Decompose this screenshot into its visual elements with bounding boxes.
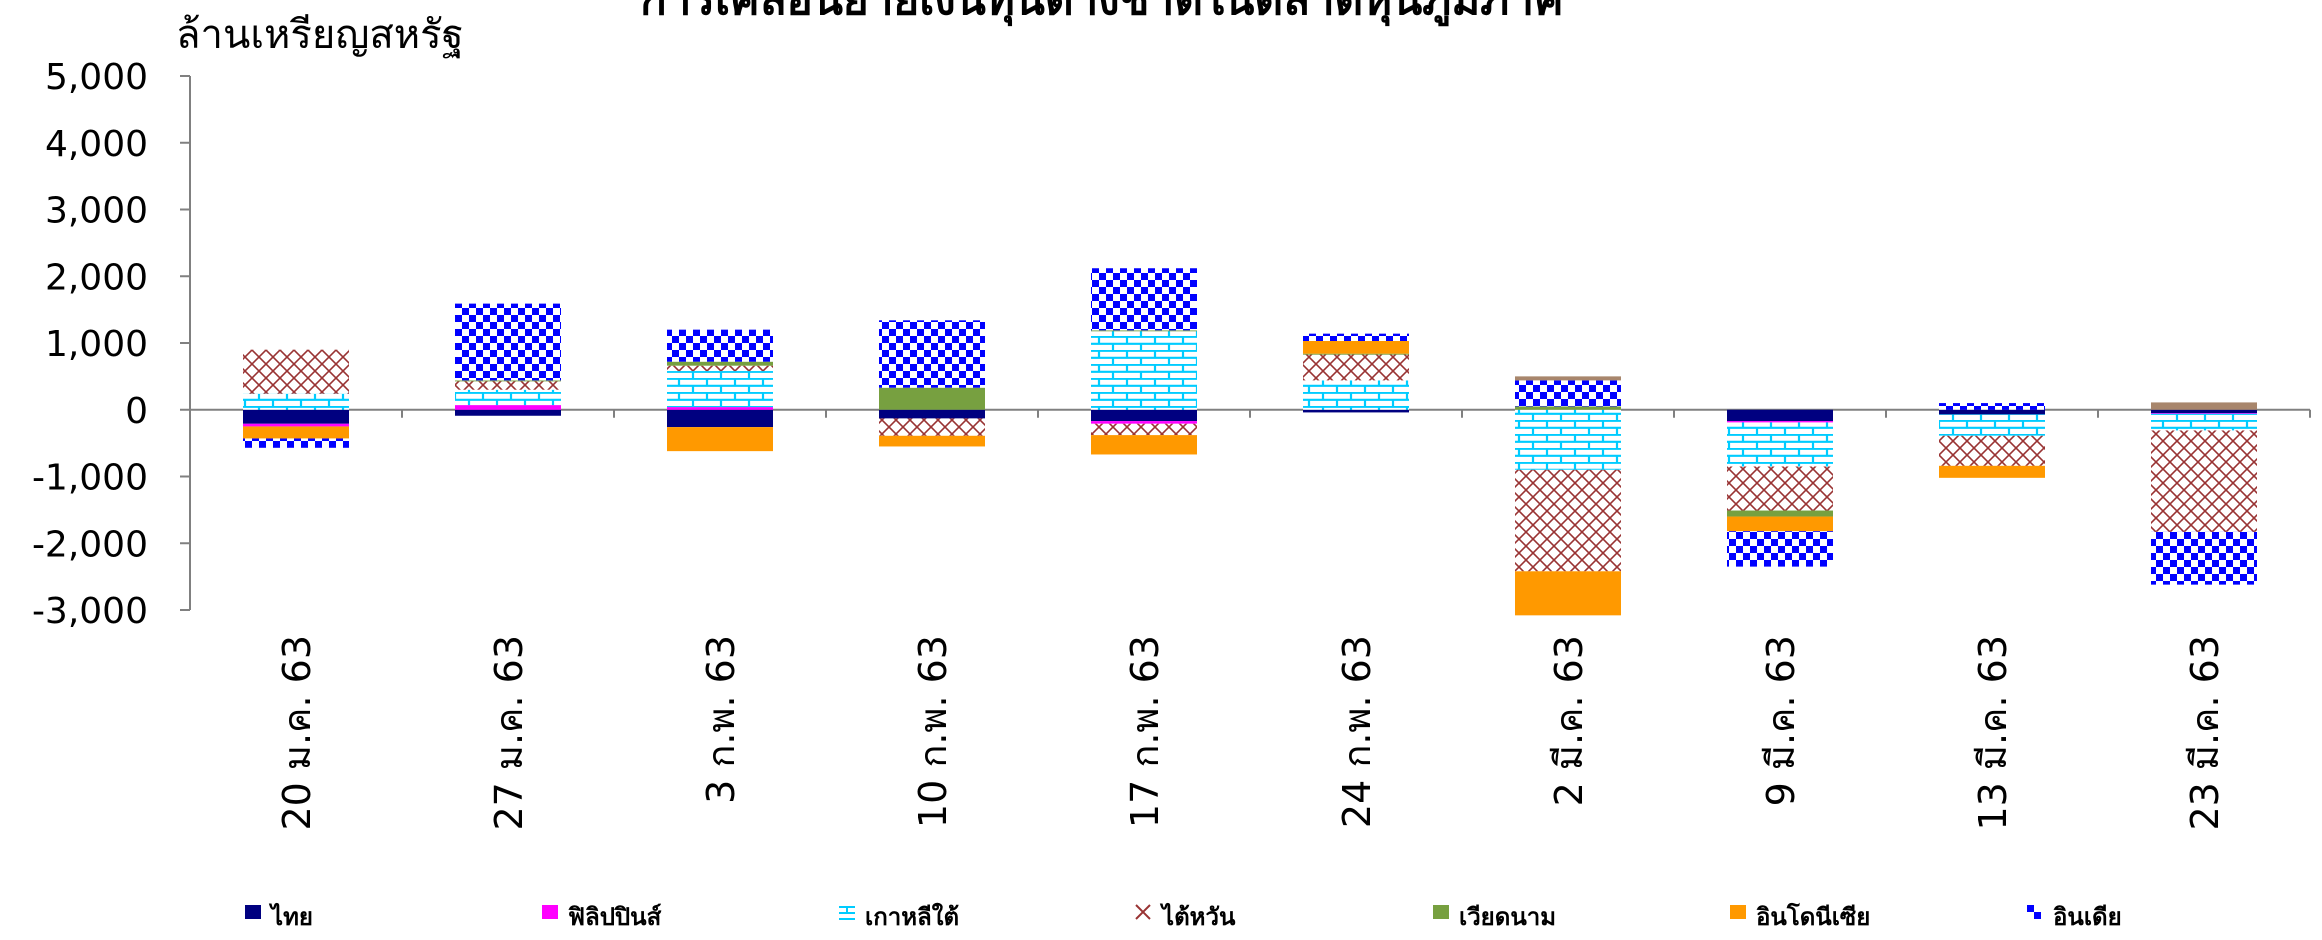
bar-segment xyxy=(879,418,985,436)
y-tick-label: -3,000 xyxy=(32,591,148,632)
legend-swatch xyxy=(542,905,558,919)
bar-segment xyxy=(1091,409,1197,422)
bar-segment xyxy=(455,381,561,390)
bar-segment xyxy=(1515,380,1621,407)
bar-segment xyxy=(455,389,561,406)
legend-swatch xyxy=(245,905,261,919)
y-tick-label: 4,000 xyxy=(45,124,148,165)
bar-segment xyxy=(1091,330,1197,410)
bar-segment xyxy=(1515,409,1621,470)
y-tick-label: 2,000 xyxy=(45,257,148,298)
bar-segment xyxy=(455,303,561,381)
x-tick-label: 24 ก.พ. 63 xyxy=(1335,635,1379,828)
y-axis-label: ล้านเหรียญสหรัฐ xyxy=(176,12,464,58)
legend-swatch xyxy=(839,906,855,920)
bar-segment xyxy=(1515,406,1621,410)
legend-swatch xyxy=(1433,905,1449,919)
bar-segment xyxy=(243,426,349,439)
bar-segment xyxy=(1091,421,1197,424)
bar-segment xyxy=(1515,571,1621,616)
bar-segment xyxy=(243,409,349,424)
x-tick-label: 13 มี.ค. 63 xyxy=(1971,635,2015,831)
bar-segment xyxy=(879,435,985,447)
y-tick-label: 5,000 xyxy=(45,57,148,98)
bar-segment xyxy=(455,380,561,382)
bar-segment xyxy=(2151,413,2257,431)
bar-segment xyxy=(2151,430,2257,532)
legend-label: ไทย xyxy=(268,902,313,931)
bar-segment xyxy=(1727,516,1833,532)
bar-segment xyxy=(667,361,773,366)
bar-segment xyxy=(1939,403,2045,410)
legend-swatch xyxy=(2027,905,2041,919)
bar-segment xyxy=(1727,510,1833,517)
x-tick-label: 23 มี.ค. 63 xyxy=(2183,635,2227,831)
bar-segment xyxy=(1939,409,2045,415)
bar-segment xyxy=(1091,435,1197,455)
bar-segment xyxy=(1727,466,1833,511)
bar-segment xyxy=(1515,376,1621,381)
bar-segment xyxy=(667,407,773,410)
legend-swatch xyxy=(1730,905,1746,919)
bar-segment xyxy=(243,423,349,427)
bar-segment xyxy=(455,409,561,416)
legend-label: เวียดนาม xyxy=(1459,903,1556,931)
bar-segment xyxy=(667,409,773,428)
legend-swatch xyxy=(1135,904,1151,920)
bar-segment xyxy=(243,349,349,394)
bar-segment xyxy=(1303,340,1409,354)
x-tick-label: 10 ก.พ. 63 xyxy=(911,635,955,828)
x-tick-label: 17 ก.พ. 63 xyxy=(1123,635,1167,828)
bar-segment xyxy=(1727,422,1833,467)
bar-segment xyxy=(879,320,985,388)
bar-segment xyxy=(667,329,773,362)
x-tick-label: 9 มี.ค. 63 xyxy=(1759,635,1803,806)
legend-label: ไต้หวัน xyxy=(1159,902,1236,931)
bar-segment xyxy=(667,371,773,408)
bar-segment xyxy=(1727,531,1833,567)
bar-segment xyxy=(1091,330,1197,332)
bar-segment xyxy=(1303,380,1409,410)
bar-segment xyxy=(1303,333,1409,341)
bar-segment xyxy=(667,427,773,452)
bar-segment xyxy=(1939,435,2045,466)
x-tick-label: 3 ก.พ. 63 xyxy=(699,635,743,804)
legend-label: เกาหลีใต้ xyxy=(865,902,959,931)
bar-segment xyxy=(2151,402,2257,410)
bar-segment xyxy=(455,405,561,410)
bar-segment xyxy=(243,438,349,448)
x-tick-label: 2 มี.ค. 63 xyxy=(1547,635,1591,806)
bar-segment xyxy=(879,387,985,410)
bar-segment xyxy=(1939,414,2045,436)
y-tick-label: 3,000 xyxy=(45,191,148,232)
y-tick-label: -2,000 xyxy=(32,524,148,565)
bar-segment xyxy=(1303,354,1409,381)
bar-segment xyxy=(1303,353,1409,355)
bar-segment xyxy=(243,393,349,410)
x-tick-label: 27 ม.ค. 63 xyxy=(487,635,531,831)
x-tick-label: 20 ม.ค. 63 xyxy=(275,635,319,831)
bar-segment xyxy=(1303,409,1409,413)
legend-label: อินโดนีเซีย xyxy=(1756,902,1870,931)
bar-segment xyxy=(1939,465,2045,478)
bar-segment xyxy=(879,409,985,419)
bar-segment xyxy=(1727,409,1833,422)
legend-label: ฟิลิปปินส์ xyxy=(568,903,662,931)
bar-segment xyxy=(2151,409,2257,414)
bar-segment xyxy=(1091,268,1197,331)
bar-segment xyxy=(1515,469,1621,572)
chart-title: การเคลื่อนย้ายเงินทุนต่างชาติในตลาดหุ้นภ… xyxy=(640,0,1563,34)
bar-segment xyxy=(2151,413,2257,415)
y-tick-label: -1,000 xyxy=(32,458,148,499)
bar-segment xyxy=(1727,421,1833,423)
y-tick-label: 1,000 xyxy=(45,324,148,365)
bar-segment xyxy=(667,365,773,372)
legend-label: อินเดีย xyxy=(2053,903,2122,931)
y-tick-label: 0 xyxy=(125,391,148,432)
bar-segment xyxy=(2151,531,2257,585)
bar-segment xyxy=(1091,423,1197,436)
